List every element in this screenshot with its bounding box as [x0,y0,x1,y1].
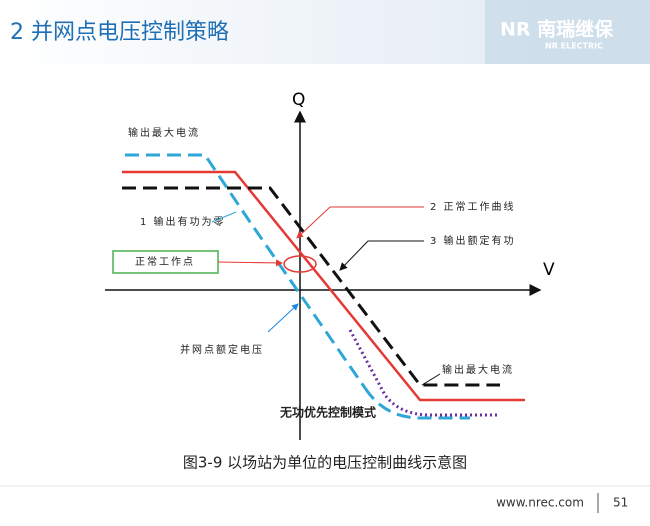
leader [339,240,424,271]
black-curve [122,186,500,387]
leader [217,259,283,267]
header-title: 2 并网点电压控制策略 [10,20,229,45]
label: 输出最大电流 [442,363,514,376]
leader [267,303,299,333]
caption: 图3-9 以场站为单位的电压控制曲线示意图 [183,454,467,472]
red-curve [122,170,525,402]
logo-band [485,0,650,64]
cyan-curve [125,153,367,389]
label: 输出最大电流 [128,126,200,139]
leader [421,373,441,386]
page-number: 51 [613,496,628,510]
label: 3 输出额定有功 [430,234,516,247]
y-axis-label: Q [292,90,305,110]
label: 无功优先控制模式 [279,405,376,420]
cyan-curve-tail [363,387,470,420]
x-axis-label: V [543,260,555,280]
label: 1 输出有功为零 [140,215,226,228]
label: 2 正常工作曲线 [430,200,516,213]
leader [211,211,237,223]
logo-sub: NR ELECTRIC [545,42,603,51]
footer-url: www.nrec.com [496,496,584,510]
operating-point [283,255,317,273]
label: 并网点额定电压 [180,343,264,356]
logo: NR 南瑞继保 [500,18,614,41]
label: 正常工作点 [135,255,195,268]
leader [296,206,424,239]
